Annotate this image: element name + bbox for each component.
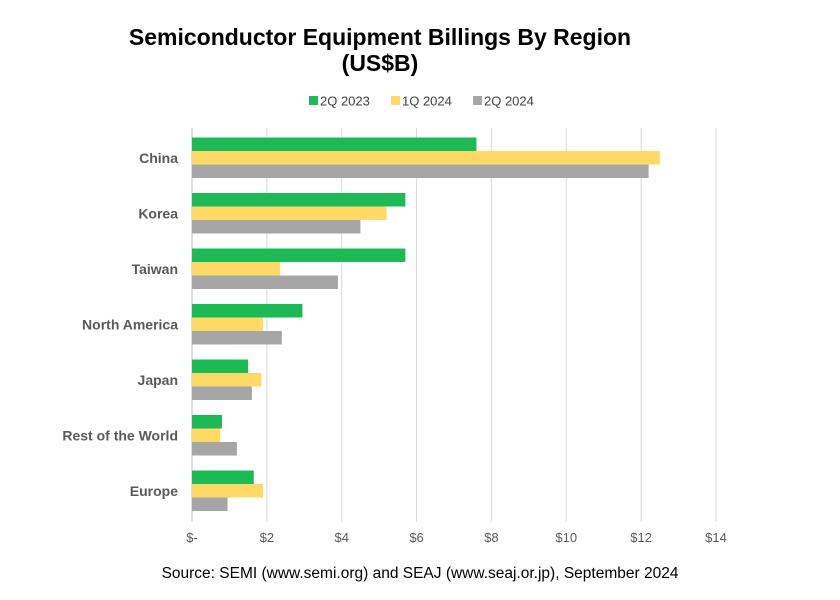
gridlines	[191, 128, 717, 522]
bars	[192, 137, 660, 511]
x-tick-label: $10	[555, 530, 577, 545]
category-label: Taiwan	[132, 261, 178, 277]
bar	[192, 386, 252, 400]
x-tick-label: $8	[484, 530, 498, 545]
bar	[192, 428, 221, 442]
bar	[192, 373, 262, 387]
bar	[192, 497, 228, 511]
bar	[192, 164, 649, 178]
category-label: China	[139, 150, 178, 166]
category-labels: China Korea Taiwan North America Japan Rest o…	[62, 150, 178, 499]
x-tick-label: $12	[630, 530, 652, 545]
legend-swatch	[473, 96, 482, 105]
bar	[192, 193, 406, 207]
bar	[192, 317, 264, 331]
category-label: Japan	[138, 372, 178, 388]
x-tick-label: $14	[705, 530, 727, 545]
legend-swatch	[391, 96, 400, 105]
bar	[192, 262, 280, 276]
bar	[192, 248, 406, 262]
legend-swatch	[309, 96, 318, 105]
legend: 2Q 2023 1Q 2024 2Q 2024	[309, 94, 534, 109]
bar	[192, 206, 387, 220]
legend-label: 1Q 2024	[402, 94, 452, 109]
bar	[192, 304, 303, 318]
bar	[192, 484, 264, 498]
bar	[192, 220, 361, 234]
x-tick-label: $6	[409, 530, 423, 545]
x-tick-labels: $- $2 $4 $6 $8 $10 $12 $14	[186, 530, 727, 545]
x-tick-label: $4	[334, 530, 348, 545]
x-tick-label: $-	[186, 530, 198, 545]
category-label: Korea	[138, 205, 178, 221]
bar	[192, 137, 477, 151]
bar	[192, 151, 660, 165]
category-label: North America	[82, 316, 178, 332]
chart-title: Semiconductor Equipment Billings By Regi…	[128, 24, 632, 50]
bar	[192, 470, 254, 484]
category-label: Rest of the World	[62, 427, 178, 443]
bar	[192, 275, 338, 289]
bar	[192, 359, 249, 373]
x-tick-label: $2	[260, 530, 274, 545]
category-label: Europe	[130, 483, 178, 499]
chart-subtitle: (US$B)	[341, 50, 419, 76]
legend-label: 2Q 2023	[320, 94, 370, 109]
source-note: Source: SEMI (www.semi.org) and SEAJ (ww…	[161, 565, 679, 582]
legend-label: 2Q 2024	[484, 94, 534, 109]
bar	[192, 442, 237, 456]
bar	[192, 331, 282, 345]
bar	[192, 415, 222, 429]
